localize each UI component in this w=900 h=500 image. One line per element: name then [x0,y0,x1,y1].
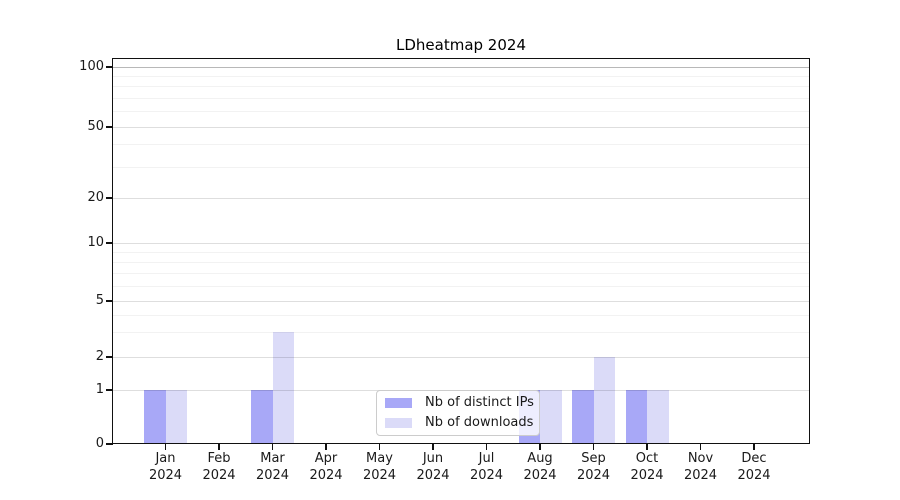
y-tick-label-1: 1 [95,382,104,397]
chart-title: LDheatmap 2024 [396,36,526,54]
y-tick-label-100: 100 [79,59,104,74]
x-tick-label-oct-2024: Oct 2024 [630,451,664,483]
gridline-minor-80 [113,86,810,88]
gridline-major-10 [113,243,810,244]
bar-nb-of-downloads-oct-2024 [647,390,669,444]
x-tick-mark-mar-2024 [271,444,274,450]
x-tick-mark-dec-2024 [753,444,755,450]
legend-label-distinct-ips: Nb of distinct IPs [425,395,534,410]
x-tick-mark-aug-2024 [539,444,541,450]
x-tick-mark-oct-2024 [646,444,648,450]
y-tick-mark-0 [106,443,113,445]
legend-item-downloads: Nb of downloads [385,415,534,431]
plot-area [113,60,810,444]
x-tick-label-aug-2024: Aug 2024 [523,451,557,483]
gridline-minor-40 [113,144,810,146]
x-tick-label-feb-2024: Feb 2024 [202,451,236,483]
x-tick-label-apr-2024: Apr 2024 [309,451,343,483]
gridline-minor-6 [113,285,810,287]
bar-nb-of-downloads-jan-2024 [165,390,187,444]
legend-item-distinct-ips: Nb of distinct IPs [385,395,534,411]
y-tick-label-20: 20 [87,190,104,205]
gridline-minor-7 [113,272,810,274]
x-tick-mark-apr-2024 [325,444,327,450]
y-tick-mark-2 [106,356,113,358]
x-tick-label-jan-2024: Jan 2024 [148,451,183,483]
y-tick-label-2: 2 [95,349,104,364]
y-tick-mark-50 [106,126,113,128]
y-tick-mark-5 [106,300,113,302]
x-tick-label-dec-2024: Dec 2024 [737,451,771,483]
x-tick-label-jul-2024: Jul 2024 [469,451,504,483]
bar-nb-of-downloads-aug-2024 [540,390,562,444]
x-tick-mark-jul-2024 [485,444,488,450]
x-tick-label-may-2024: May 2024 [362,451,397,483]
y-tick-mark-10 [106,242,113,244]
legend-swatch-distinct-ips [385,398,412,408]
x-tick-mark-jun-2024 [432,444,434,450]
x-tick-label-mar-2024: Mar 2024 [255,451,290,483]
gridline-minor-3 [113,332,810,334]
gridline-major-100 [113,67,810,68]
bar-nb-of-distinct-ips-oct-2024 [625,390,647,444]
legend-swatch-downloads [385,418,412,428]
gridline-major-2 [113,357,810,358]
gridline-minor-60 [113,111,810,113]
x-tick-mark-feb-2024 [218,444,220,450]
gridline-minor-30 [113,166,810,168]
y-tick-mark-100 [106,66,113,68]
legend-label-downloads: Nb of downloads [425,415,534,430]
gridline-minor-8 [113,261,810,263]
x-tick-mark-sep-2024 [592,444,595,450]
x-tick-label-nov-2024: Nov 2024 [683,451,718,483]
gridline-major-20 [113,198,810,199]
x-tick-mark-may-2024 [378,444,381,450]
legend: Nb of distinct IPs Nb of downloads [376,390,540,436]
x-tick-label-jun-2024: Jun 2024 [416,451,450,483]
x-tick-label-sep-2024: Sep 2024 [576,451,611,483]
y-tick-mark-1 [106,389,113,391]
y-tick-mark-20 [106,197,113,199]
gridline-minor-9 [113,251,810,253]
x-tick-mark-jan-2024 [164,444,167,450]
bar-nb-of-distinct-ips-jan-2024 [144,390,166,444]
gridline-minor-90 [113,76,810,78]
bar-nb-of-downloads-sep-2024 [593,357,615,444]
bar-nb-of-downloads-mar-2024 [272,332,294,444]
y-tick-label-5: 5 [95,293,104,308]
gridline-major-5 [113,301,810,302]
gridline-major-50 [113,127,810,128]
bar-nb-of-distinct-ips-sep-2024 [572,390,594,444]
x-tick-mark-nov-2024 [699,444,702,450]
y-tick-label-0: 0 [95,436,104,451]
y-tick-label-10: 10 [87,235,104,250]
gridline-minor-70 [113,97,810,99]
bar-nb-of-distinct-ips-mar-2024 [251,390,273,444]
gridline-minor-4 [113,314,810,316]
y-tick-label-50: 50 [87,119,104,134]
